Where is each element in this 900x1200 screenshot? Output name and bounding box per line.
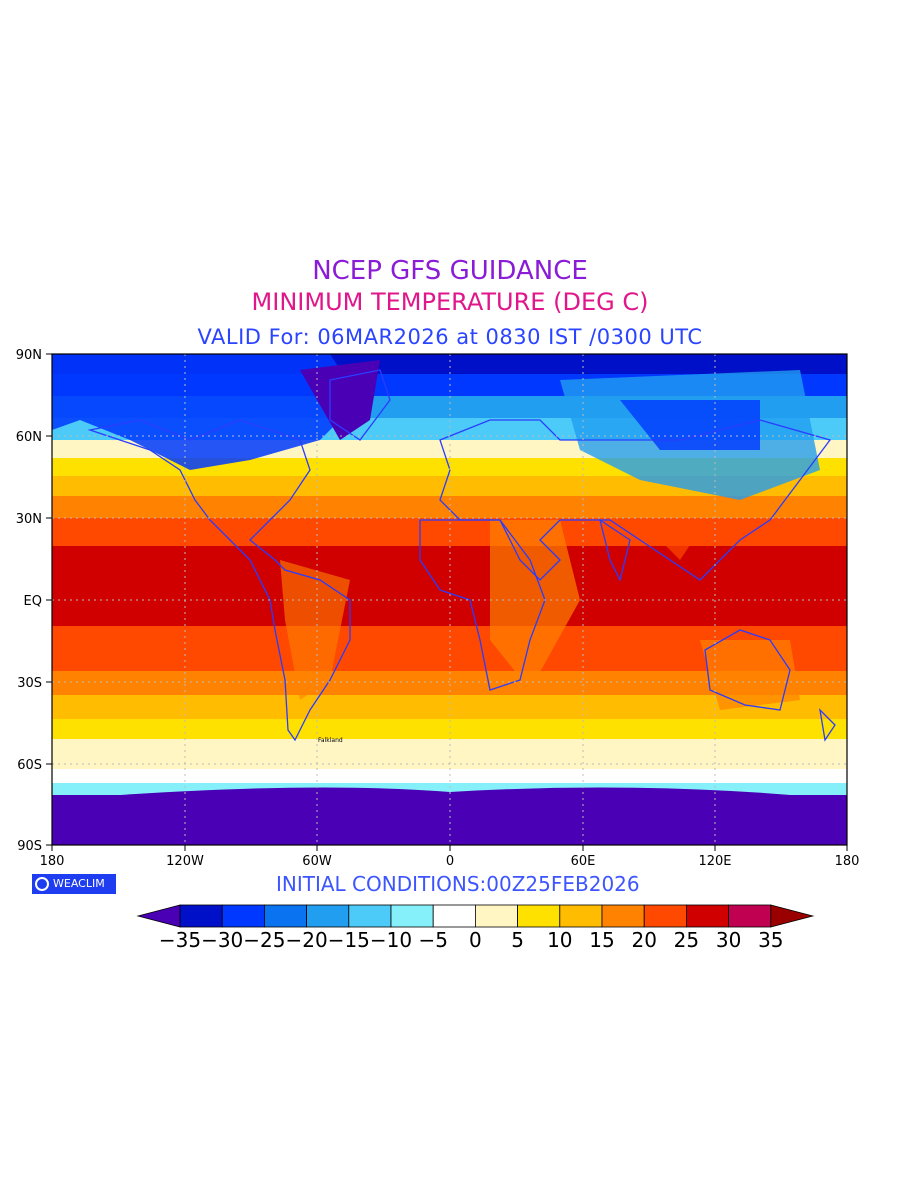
lat-label: 30N [16, 512, 42, 527]
logo-text: WEACLIM [53, 877, 105, 890]
colorbar-label: 10 [547, 928, 572, 952]
lat-label: 90N [16, 348, 42, 363]
colorbar-swatch [474, 904, 518, 928]
colorbar-label: 25 [674, 928, 699, 952]
colorbar-labels: −35 −30 −25 −20 −15 −10 −5 0 5 10 15 20 25 30 35 [159, 928, 784, 952]
colorbar-label: −20 [285, 928, 327, 952]
lat-label: 60N [16, 430, 42, 445]
colorbar-label: 5 [511, 928, 524, 952]
colorbar-swatch [179, 904, 223, 928]
graticule [52, 354, 847, 845]
lat-label: 60S [17, 758, 42, 773]
colorbar-max-arrow [770, 904, 815, 928]
colorbar-label: −25 [243, 928, 285, 952]
chart-title: NCEP GFS GUIDANCE [312, 256, 588, 286]
colorbar-label: 35 [758, 928, 783, 952]
colorbar-swatch [559, 904, 603, 928]
lon-label: 120W [166, 854, 204, 869]
colorbar-swatch [348, 904, 392, 928]
colorbar-swatch [601, 904, 645, 928]
colorbar-label: −30 [201, 928, 243, 952]
lon-label: 180 [835, 854, 860, 869]
falkland-label: Falkland [318, 737, 343, 744]
colorbar-swatch [728, 904, 772, 928]
valid-time: VALID For: 06MAR2026 at 0830 IST /0300 U… [197, 325, 703, 349]
colorbar-label: −35 [159, 928, 201, 952]
temperature-map: Falkland 90N 60N 30N EQ 30S 60S 90S 180 … [16, 348, 860, 869]
colorbar-min-arrow [136, 904, 181, 928]
chart-subtitle: MINIMUM TEMPERATURE (DEG C) [251, 288, 649, 316]
lon-label: 60W [302, 854, 332, 869]
colorbar-swatch [263, 904, 307, 928]
copyright-icon [35, 877, 49, 891]
lat-label: 90S [17, 839, 42, 854]
colorbar-swatch [306, 904, 350, 928]
colorbar-label: 15 [589, 928, 614, 952]
colorbar-label: 30 [716, 928, 741, 952]
lon-label: 60E [571, 854, 596, 869]
colorbar-label: 20 [631, 928, 656, 952]
colorbar-swatch [686, 904, 730, 928]
colorbar-label: −10 [370, 928, 412, 952]
colorbar: −35 −30 −25 −20 −15 −10 −5 0 5 10 15 20 25 30 35 [136, 904, 815, 952]
colorbar-swatch [517, 904, 561, 928]
initial-conditions: INITIAL CONDITIONS:00Z25FEB2026 [276, 872, 640, 896]
colorbar-swatch [221, 904, 265, 928]
colorbar-label: 0 [469, 928, 482, 952]
colorbar-swatch [390, 904, 434, 928]
colorbar-swatch [643, 904, 687, 928]
colorbar-swatches [136, 904, 815, 928]
lat-label: EQ [24, 594, 42, 609]
lon-label: 120E [698, 854, 731, 869]
lon-label: 0 [446, 854, 454, 869]
colorbar-swatch [432, 904, 476, 928]
colorbar-label: −15 [328, 928, 370, 952]
colorbar-label: −5 [418, 928, 447, 952]
coastlines [87, 369, 836, 742]
lat-label: 30S [17, 676, 42, 691]
weaclim-logo: WEACLIM [32, 874, 116, 894]
lon-label: 180 [40, 854, 65, 869]
